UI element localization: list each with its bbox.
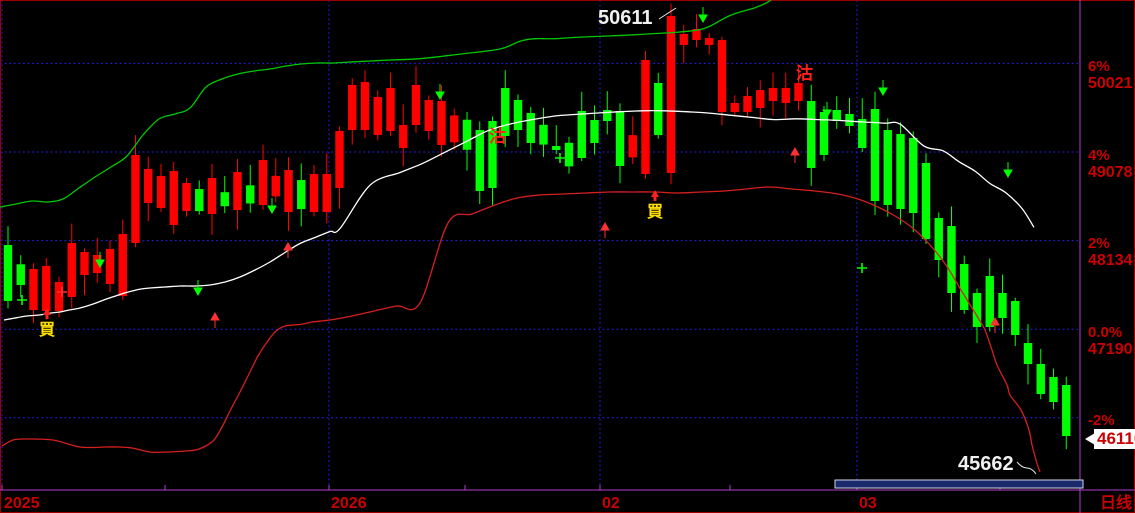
svg-text:49078: 49078 [1088,164,1133,181]
svg-text:45662: 45662 [958,453,1014,475]
svg-text:日线: 日线 [1100,493,1132,512]
svg-text:03: 03 [859,495,877,512]
svg-text:02: 02 [602,495,620,512]
svg-text:-2%: -2% [1088,412,1115,429]
svg-text:2026: 2026 [331,495,367,512]
svg-text:買: 買 [647,203,663,221]
svg-text:沽: 沽 [796,63,813,83]
svg-text:46110: 46110 [1097,429,1135,448]
svg-text:2%: 2% [1088,235,1110,252]
svg-text:47190: 47190 [1088,341,1133,358]
svg-text:50611: 50611 [598,7,653,29]
svg-text:0.0%: 0.0% [1088,324,1122,341]
svg-text:4%: 4% [1088,147,1110,164]
svg-text:6%: 6% [1088,58,1110,75]
svg-text:2025: 2025 [4,495,40,512]
svg-text:沽: 沽 [489,126,506,146]
svg-text:48134: 48134 [1088,252,1133,269]
svg-text:買: 買 [39,321,55,339]
svg-text:50021: 50021 [1088,75,1133,92]
